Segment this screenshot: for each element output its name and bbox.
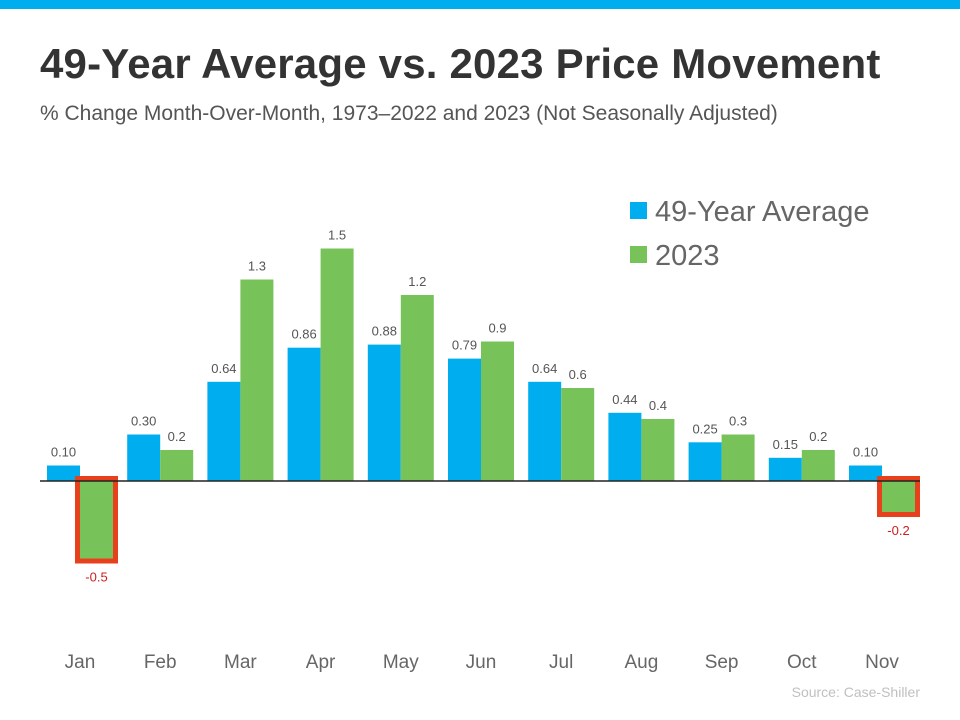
value-label-49-year-average-nov: 0.10: [853, 445, 878, 460]
legend-swatch-49-year-average: [630, 202, 647, 219]
category-label-apr: Apr: [306, 652, 336, 673]
bar-2023-apr: [320, 248, 354, 481]
category-label-oct: Oct: [787, 652, 817, 673]
value-label-2023-jul: 0.6: [569, 367, 587, 382]
value-label-49-year-average-may: 0.88: [372, 324, 397, 339]
value-label-2023-may: 1.2: [408, 274, 426, 289]
bar-2023-sep: [721, 434, 755, 481]
bar-2023-nov: [882, 481, 915, 512]
value-label-2023-oct: 0.2: [809, 429, 827, 444]
category-label-feb: Feb: [144, 652, 177, 673]
legend-swatch-2023: [630, 246, 647, 263]
value-label-49-year-average-mar: 0.64: [211, 361, 236, 376]
bar-2023-jan: [80, 481, 113, 559]
highlight-box-jan: [75, 476, 118, 564]
value-label-2023-sep: 0.3: [729, 414, 747, 429]
bar-49-year-average-sep: [688, 442, 722, 482]
bar-49-year-average-jan: [47, 465, 80, 481]
bar-49-year-average-jun: [448, 358, 481, 481]
chart-title: 49-Year Average vs. 2023 Price Movement: [40, 40, 881, 87]
category-label-nov: Nov: [865, 652, 899, 673]
chart-subtitle: % Change Month-Over-Month, 1973–2022 and…: [40, 102, 778, 125]
value-label-49-year-average-sep: 0.25: [692, 421, 717, 436]
category-label-may: May: [383, 652, 419, 673]
value-label-2023-feb: 0.2: [168, 429, 186, 444]
bar-49-year-average-may: [367, 344, 401, 481]
bar-49-year-average-nov: [849, 465, 882, 481]
value-label-49-year-average-jul: 0.64: [532, 361, 557, 376]
category-label-sep: Sep: [705, 652, 739, 673]
bar-2023-jul: [561, 388, 595, 481]
bar-49-year-average-feb: [127, 434, 161, 481]
bar-49-year-average-aug: [608, 412, 642, 481]
value-label-49-year-average-jan: 0.10: [51, 445, 76, 460]
top-accent-bar: [0, 0, 960, 9]
value-label-2023-jan: -0.5: [85, 570, 107, 585]
value-label-49-year-average-apr: 0.86: [291, 327, 316, 342]
category-label-jun: Jun: [466, 652, 497, 673]
bar-49-year-average-jul: [528, 381, 562, 481]
category-label-jan: Jan: [65, 652, 96, 673]
value-label-2023-nov: -0.2: [887, 523, 909, 538]
value-label-2023-jun: 0.9: [488, 321, 506, 336]
value-label-49-year-average-feb: 0.30: [131, 414, 156, 429]
value-label-49-year-average-jun: 0.79: [452, 338, 477, 353]
highlight-box-nov: [877, 476, 920, 517]
category-label-mar: Mar: [224, 652, 257, 673]
value-label-2023-mar: 1.3: [248, 259, 266, 274]
bar-49-year-average-apr: [287, 347, 321, 481]
value-label-49-year-average-aug: 0.44: [612, 392, 637, 407]
value-label-2023-apr: 1.5: [328, 228, 346, 243]
legend-label-2023: 2023: [655, 240, 720, 272]
category-label-jul: Jul: [549, 652, 573, 673]
bar-2023-oct: [801, 450, 835, 481]
bar-49-year-average-oct: [768, 457, 802, 482]
bar-2023-feb: [160, 450, 194, 481]
bar-49-year-average-mar: [207, 381, 241, 481]
bar-2023-mar: [240, 279, 274, 481]
bar-2023-jun: [481, 341, 514, 481]
bar-2023-may: [400, 295, 434, 481]
source-note: Source: Case-Shiller: [791, 684, 920, 700]
legend-label-49-year-average: 49-Year Average: [655, 196, 869, 228]
value-label-2023-aug: 0.4: [649, 398, 667, 413]
value-label-49-year-average-oct: 0.15: [773, 437, 798, 452]
bar-2023-aug: [641, 419, 675, 481]
category-label-aug: Aug: [624, 652, 658, 673]
